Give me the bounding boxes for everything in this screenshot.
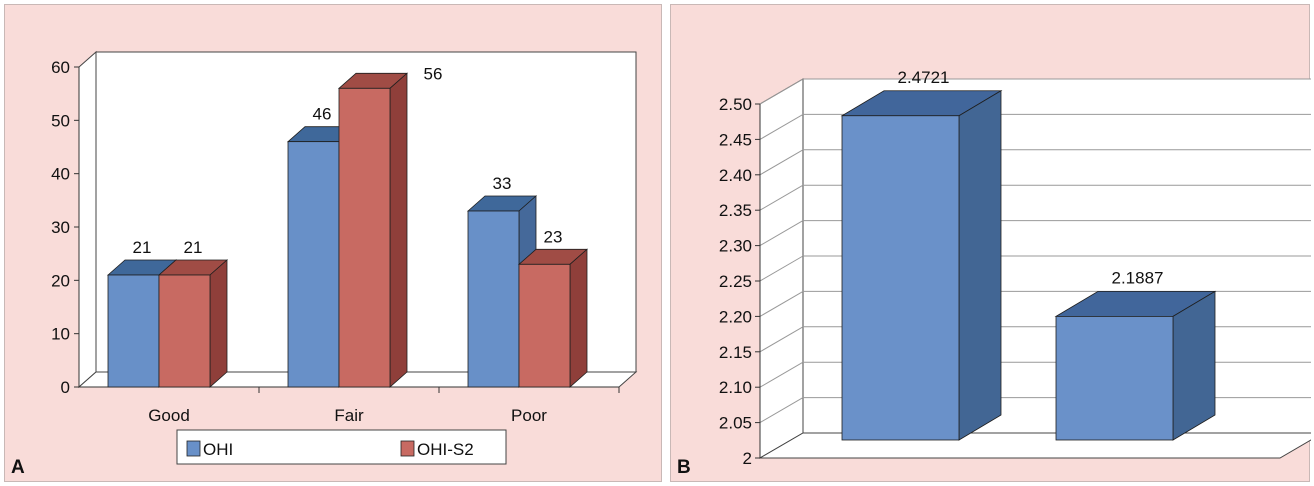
panel-label-a: A [11,457,25,478]
bar-value-label: 21 [133,238,152,257]
bar-ohi-s2 [518,263,571,388]
gridline-side [759,220,804,247]
y-tick-label: 2.20 [719,307,752,326]
bar-value-label: 21 [184,238,203,257]
y-tick-label: 2.15 [719,343,752,362]
y-tick-label: 40 [51,165,70,184]
gridline-side [759,78,804,105]
gridline-side [759,290,804,317]
chart-b-svg: 2 2.05 2.10 2.15 2.20 2.25 2.30 2.35 2.40 2.45 2.5… [719,68,1311,468]
gridline-side [759,255,804,282]
bar-ohi [287,141,340,388]
y-tick-label: 60 [51,58,70,77]
y-tick-label: 2.05 [719,414,752,433]
gridline-side [759,326,804,353]
y-tick-label: 2.50 [719,95,752,114]
gridline-side [759,184,804,211]
bar-value-label: 23 [544,227,563,246]
bar-1-side [958,90,1002,441]
legend-box [176,429,507,465]
y-tick-label: 50 [51,111,70,130]
gridline-side [759,113,804,140]
bar-ohi [467,210,520,388]
bar-2 [1055,316,1174,441]
y-tick-label: 2.45 [719,130,752,149]
legend-label-ohi-s2: OHI-S2 [417,440,474,459]
bar-ohi-s2-side [209,259,228,388]
legend-swatch-ohi [186,440,201,457]
y-tick-label: 2.40 [719,166,752,185]
bar-ohi-s2 [338,87,391,388]
bar-2-side [1172,290,1216,441]
bar-ohi-s2 [158,274,211,388]
x-category-label: Good [148,406,190,425]
chart-a-svg: 0 10 20 30 40 50 60 Good 21 21 Fair 46 56 Poor 33 23 OHI… [51,50,638,465]
y-tick-label: 0 [61,378,70,397]
bar-value-label: 2.4721 [898,68,950,87]
gridline-side [759,361,804,388]
chart-panel-b: 2 2.05 2.10 2.15 2.20 2.25 2.30 2.35 2.40 2.45 2.5… [670,4,1311,482]
y-tick-label: 2 [743,449,752,468]
gridline-side [759,149,804,176]
y-tick-label: 20 [51,271,70,290]
legend-swatch-ohi-s2 [400,440,415,457]
y-tick-label: 2.35 [719,201,752,220]
x-category-label: Fair [334,406,364,425]
bar-ohi [107,274,160,388]
x-category-label: Poor [511,406,547,425]
chart-panel-a: 0 10 20 30 40 50 60 Good 21 21 Fair 46 56 Poor 33 23 OHI… [4,4,662,482]
bar-value-label: 46 [313,105,332,124]
panel-label-b: B [677,457,691,478]
y-tick-label: 2.25 [719,272,752,291]
chart-a-legend: OHI OHI-S2 [176,429,507,465]
bar-ohi-s2-side [569,248,588,388]
bar-value-label: 56 [424,64,443,83]
bar-ohi-s2-side [389,72,408,388]
y-tick-label: 2.10 [719,378,752,397]
plot-side-wall [78,50,97,389]
gridline-side [759,397,804,424]
bar-value-label: 33 [493,174,512,193]
bar-1 [841,115,960,441]
y-tick-label: 2.30 [719,237,752,256]
y-tick-label: 10 [51,325,70,344]
legend-label-ohi: OHI [203,440,233,459]
y-tick-label: 30 [51,218,70,237]
bar-value-label: 2.1887 [1112,268,1164,287]
